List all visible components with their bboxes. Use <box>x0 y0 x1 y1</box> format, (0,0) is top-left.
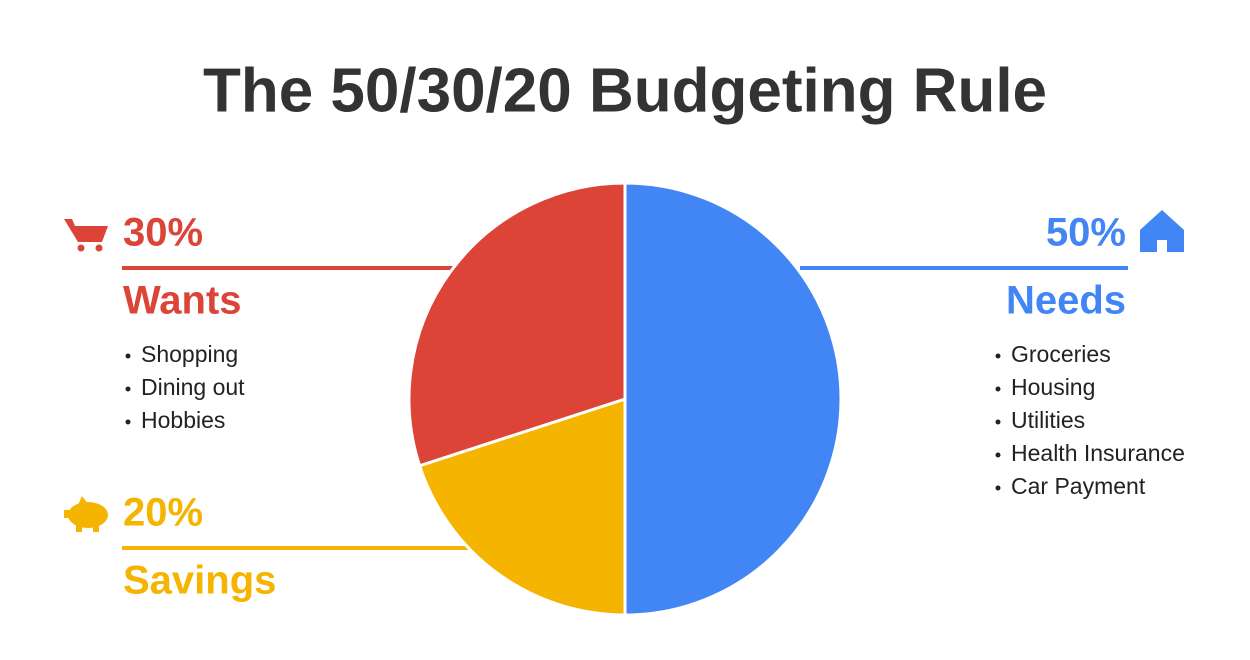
list-item: Groceries <box>1011 341 1111 367</box>
bullet <box>125 419 131 425</box>
list-item: Housing <box>1011 374 1095 400</box>
list-item: Shopping <box>141 341 238 367</box>
bullet <box>995 419 1001 425</box>
pie-slice <box>623 181 843 617</box>
labels: 50% Needs Groceries Housing Utilities Health … <box>123 211 1185 603</box>
bullet <box>125 386 131 392</box>
pie-slice <box>417 396 627 617</box>
chart-title: The 50/30/20 Budgeting Rule <box>203 56 1047 125</box>
house-icon <box>1140 210 1184 252</box>
bullet <box>995 485 1001 491</box>
list-item: Hobbies <box>141 407 225 433</box>
value-label: 30% <box>123 211 203 255</box>
list-item: Health Insurance <box>1011 440 1185 466</box>
pie <box>407 181 843 617</box>
category-label: Savings <box>123 559 276 603</box>
list-item: Car Payment <box>1011 473 1146 499</box>
pie-slice <box>407 181 627 468</box>
value-label: 20% <box>123 491 203 535</box>
list-item: Utilities <box>1011 407 1085 433</box>
category-label: Wants <box>123 279 242 323</box>
bullet <box>125 353 131 359</box>
piggy-icon <box>64 496 108 532</box>
bullet <box>995 353 1001 359</box>
bullet <box>995 386 1001 392</box>
list-item: Dining out <box>141 374 245 400</box>
leader-lines <box>122 266 1128 550</box>
cart-icon <box>64 219 108 252</box>
category-label: Needs <box>1006 279 1126 323</box>
value-label: 50% <box>1046 211 1126 255</box>
bullet <box>995 452 1001 458</box>
